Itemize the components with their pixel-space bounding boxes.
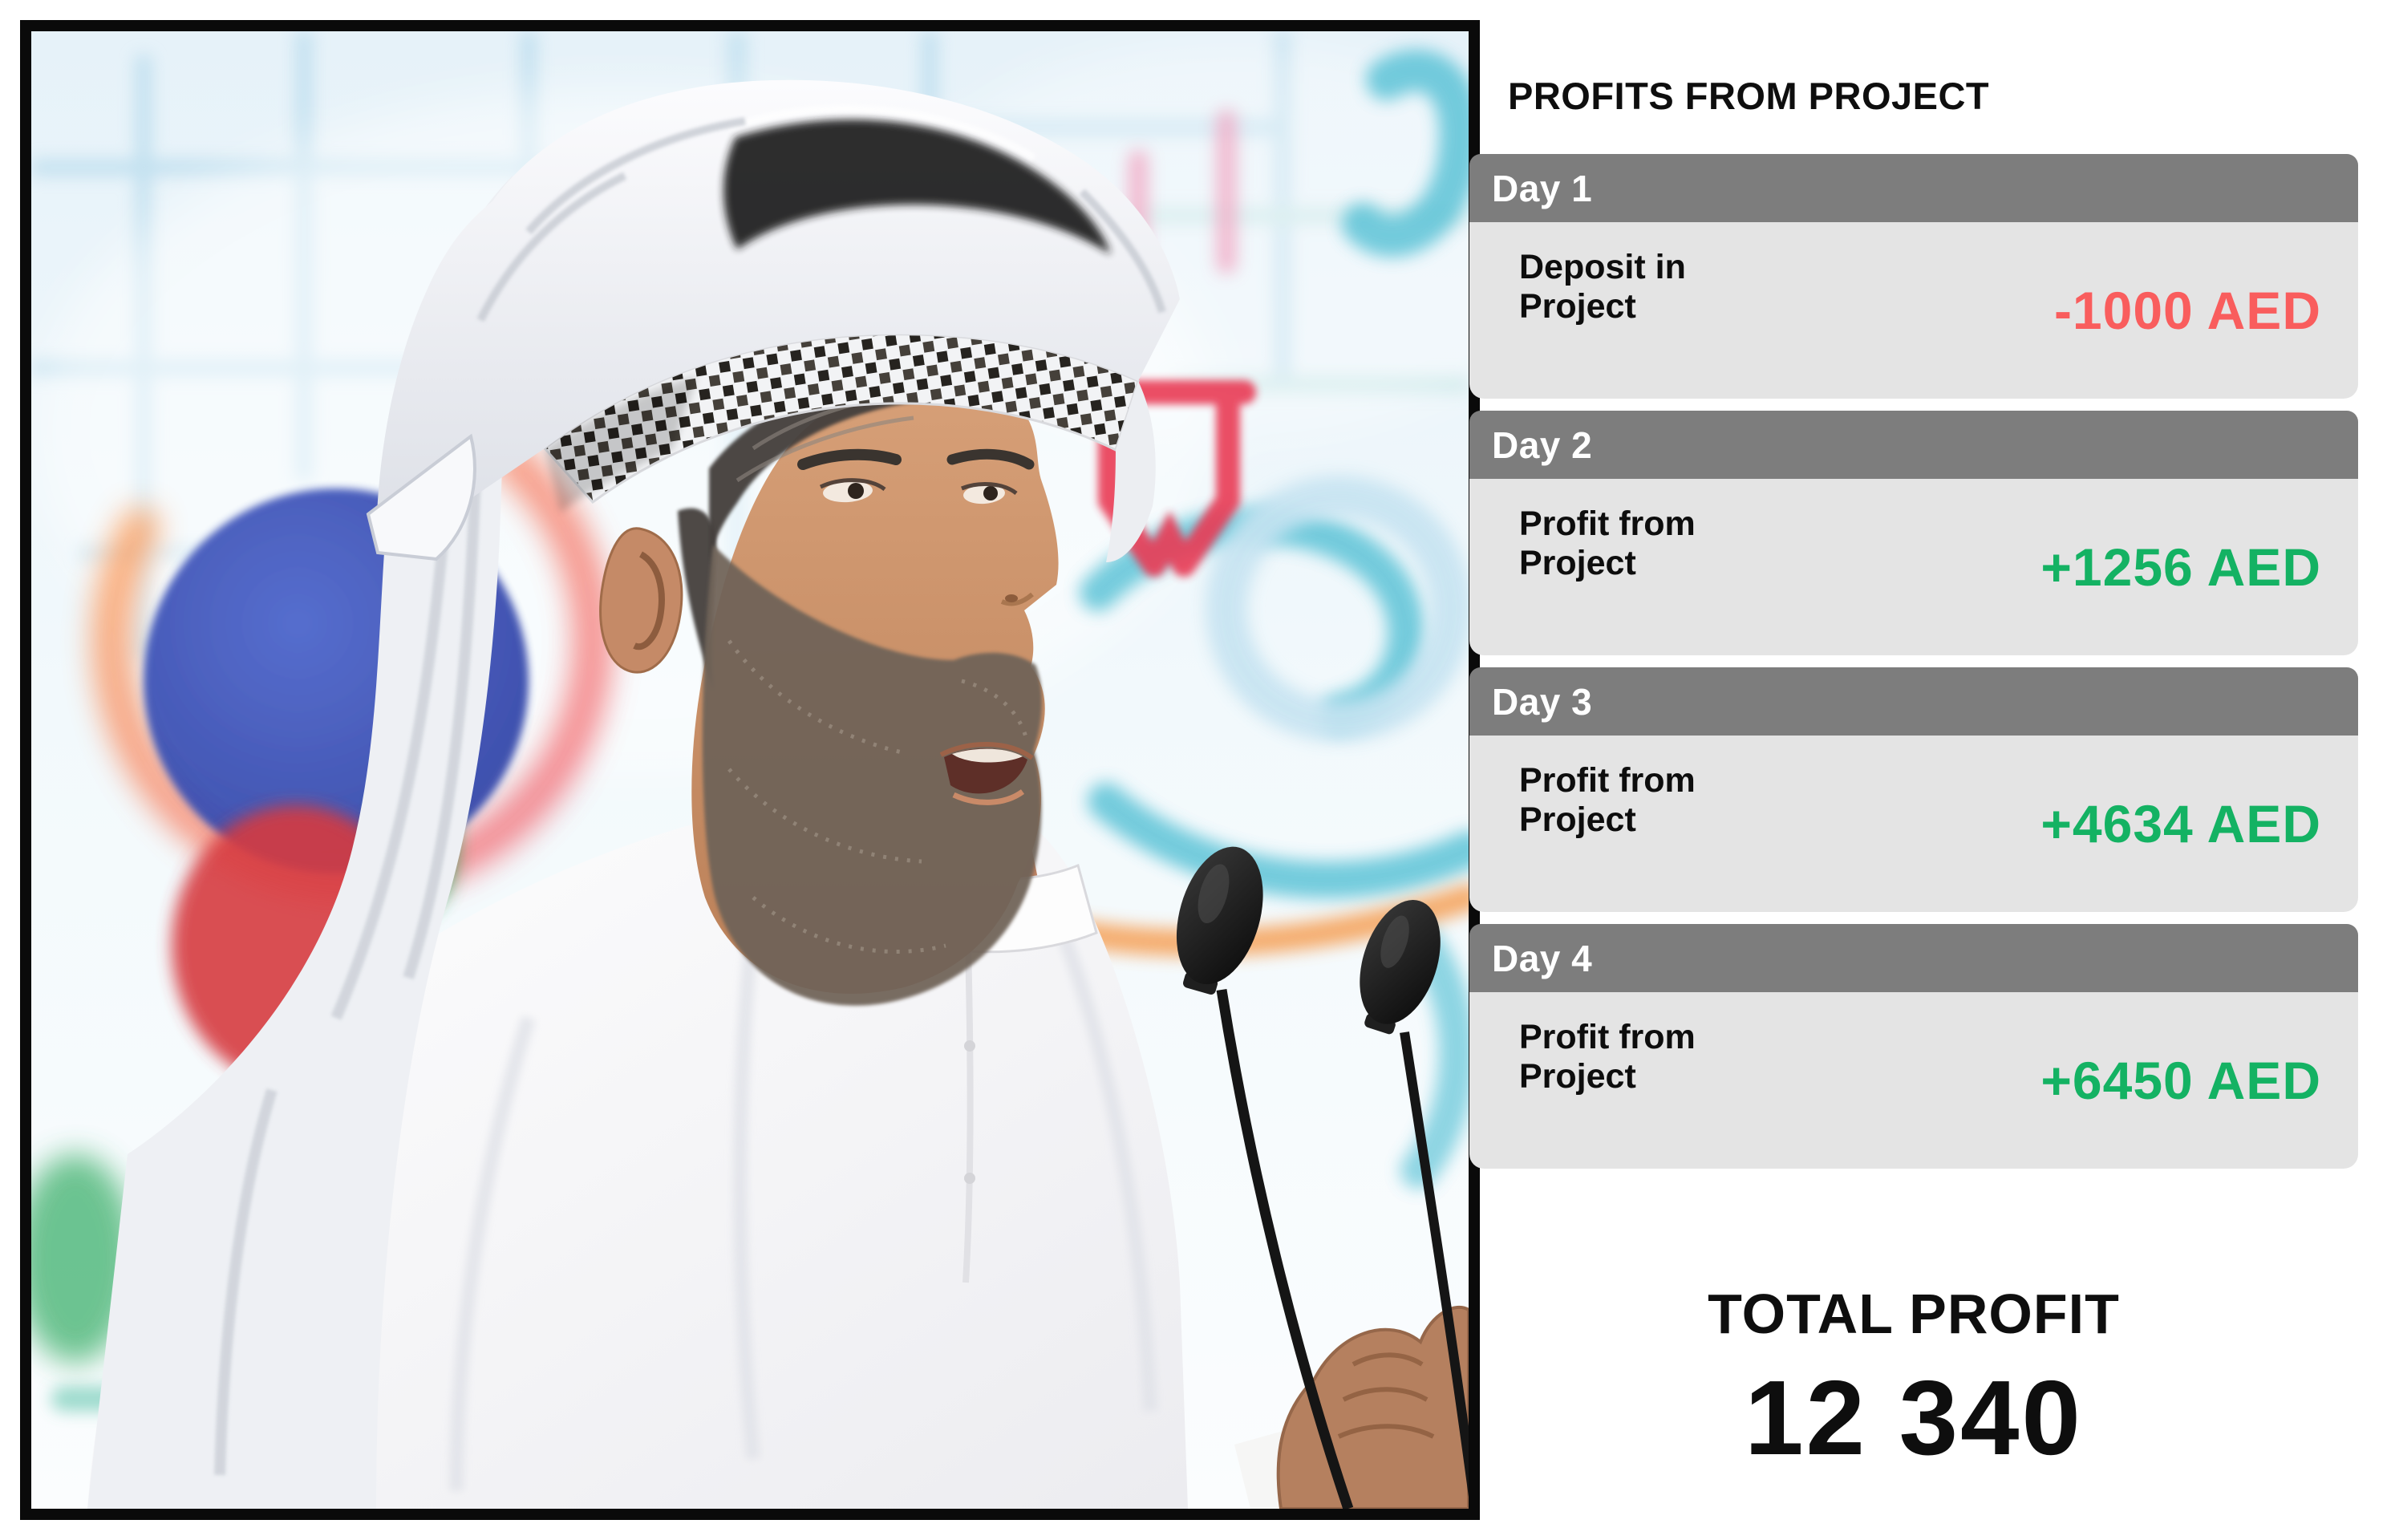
ghutra-point-fold	[366, 433, 476, 561]
ear	[599, 527, 683, 674]
day-4-label: Day 4	[1492, 937, 1593, 979]
microphone-icon	[1176, 846, 1354, 1509]
day-2-header: Day 2	[1469, 411, 2358, 479]
total-profit-value: 12 340	[1745, 1359, 2083, 1477]
day-3-body: Profit from Project +4634 AED	[1469, 736, 2358, 912]
day-4-amount: +6450 AED	[2040, 1051, 2321, 1110]
speaker	[87, 79, 1188, 1509]
day-4-header: Day 4	[1469, 924, 2358, 992]
day-1-label: Day 1	[1492, 167, 1593, 209]
total-profit-label: TOTAL PROFIT	[1708, 1283, 2120, 1345]
day-1-header: Day 1	[1469, 154, 2358, 222]
day-card-2: Day 2 Profit from Project +1256 AED	[1469, 411, 2358, 655]
profits-panel: PROFITS FROM PROJECT Day 1 Deposit in Pr…	[1469, 0, 2358, 1540]
day-3-amount: +4634 AED	[2040, 794, 2321, 853]
day-card-4: Day 4 Profit from Project +6450 AED	[1469, 924, 2358, 1169]
mouth	[939, 742, 1034, 805]
day-1-description: Deposit in Project	[1519, 248, 1686, 326]
day-3-header: Day 3	[1469, 667, 2358, 736]
hand	[1276, 1305, 1469, 1509]
day-4-body: Profit from Project +6450 AED	[1469, 992, 2358, 1169]
placket	[962, 945, 974, 1283]
ghutra-right-tail	[1106, 381, 1156, 562]
hair	[709, 372, 1039, 567]
day-1-body: Deposit in Project -1000 AED	[1469, 222, 2358, 399]
speaker-photo-art	[31, 31, 1469, 1509]
day-2-body: Profit from Project +1256 AED	[1469, 479, 2358, 655]
pale-ring	[1206, 476, 1469, 742]
nose-detail	[1000, 592, 1034, 606]
collar-button-2	[964, 1173, 975, 1184]
band-shadow	[545, 376, 697, 513]
day-1-amount: -1000 AED	[2053, 281, 2321, 340]
day-2-amount: +1256 AED	[2040, 537, 2321, 597]
beard	[702, 545, 1043, 1006]
day-2-label: Day 2	[1492, 424, 1593, 466]
green-blob-corner	[31, 1154, 136, 1363]
microphone-icon-2	[1360, 900, 1469, 1497]
speaker-photo	[20, 20, 1480, 1520]
ghutra-folds	[476, 117, 1166, 322]
day-card-1: Day 1 Deposit in Project -1000 AED	[1469, 154, 2358, 399]
day-2-description: Profit from Project	[1519, 505, 1696, 582]
eyes	[797, 448, 1035, 505]
stubble-texture	[727, 639, 1028, 954]
day-3-label: Day 3	[1492, 680, 1593, 723]
panel-title: PROFITS FROM PROJECT	[1508, 75, 1990, 117]
headdress-fold-highlight	[727, 105, 1036, 162]
day-4-description: Profit from Project	[1519, 1018, 1696, 1096]
collar-button	[964, 1040, 975, 1052]
headdress-dark-fold	[723, 119, 1111, 254]
robe-folds	[449, 918, 1157, 1492]
day-card-3: Day 3 Profit from Project +4634 AED	[1469, 667, 2358, 912]
day-3-description: Profit from Project	[1519, 761, 1696, 839]
